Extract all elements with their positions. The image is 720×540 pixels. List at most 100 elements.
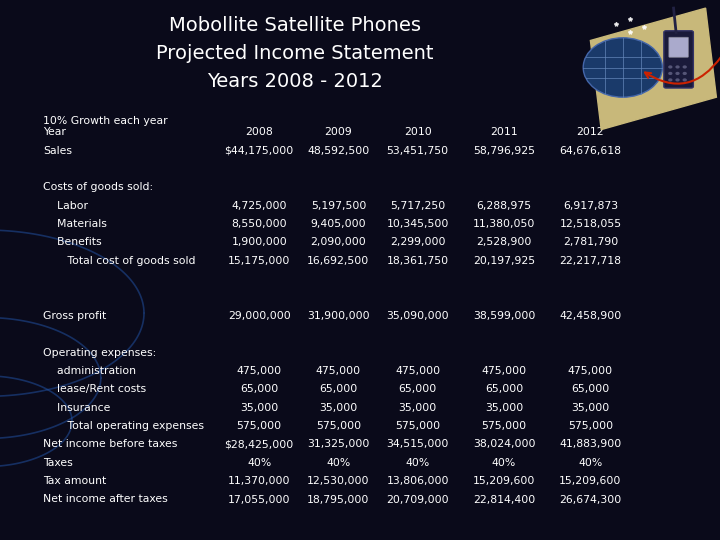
Text: 12,530,000: 12,530,000 [307,476,369,486]
Text: Operating expenses:: Operating expenses: [43,348,156,357]
Circle shape [583,38,662,97]
Text: 475,000: 475,000 [568,366,613,376]
Text: Benefits: Benefits [43,238,102,247]
Text: 15,175,000: 15,175,000 [228,256,290,266]
Text: 5,717,250: 5,717,250 [390,201,445,211]
Text: 13,806,000: 13,806,000 [387,476,449,486]
Text: lease/Rent costs: lease/Rent costs [43,384,146,394]
Text: 65,000: 65,000 [398,384,437,394]
Text: 11,380,050: 11,380,050 [473,219,535,229]
Text: 17,055,000: 17,055,000 [228,495,290,504]
Circle shape [668,72,672,75]
Text: 2011: 2011 [490,127,518,137]
Text: 48,592,500: 48,592,500 [307,146,369,156]
Circle shape [683,72,687,75]
Text: 2,299,000: 2,299,000 [390,238,446,247]
Text: 35,000: 35,000 [240,403,279,413]
FancyBboxPatch shape [664,31,693,88]
FancyBboxPatch shape [669,37,688,57]
Text: 26,674,300: 26,674,300 [559,495,621,504]
Text: 35,000: 35,000 [571,403,610,413]
Text: Insurance: Insurance [43,403,111,413]
Text: 35,000: 35,000 [485,403,523,413]
Text: 20,197,925: 20,197,925 [473,256,535,266]
Text: 575,000: 575,000 [482,421,526,431]
Text: Costs of goods sold:: Costs of goods sold: [43,183,153,192]
Text: 22,217,718: 22,217,718 [559,256,621,266]
Text: 475,000: 475,000 [395,366,440,376]
Text: 18,795,000: 18,795,000 [307,495,369,504]
Text: 2008: 2008 [246,127,273,137]
Text: 4,725,000: 4,725,000 [231,201,287,211]
Text: 42,458,900: 42,458,900 [559,311,621,321]
Text: 65,000: 65,000 [485,384,523,394]
Text: 6,288,975: 6,288,975 [477,201,531,211]
Text: 15,209,600: 15,209,600 [473,476,535,486]
Text: 11,370,000: 11,370,000 [228,476,290,486]
Text: administration: administration [43,366,136,376]
Text: 40%: 40% [578,458,603,468]
Text: 2009: 2009 [325,127,352,137]
Text: 475,000: 475,000 [316,366,361,376]
Text: 9,405,000: 9,405,000 [310,219,366,229]
Text: 2,090,000: 2,090,000 [310,238,366,247]
Text: 18,361,750: 18,361,750 [387,256,449,266]
Text: 2012: 2012 [577,127,604,137]
Text: Total operating expenses: Total operating expenses [43,421,204,431]
Text: 31,900,000: 31,900,000 [307,311,369,321]
Text: 38,024,000: 38,024,000 [473,440,535,449]
Polygon shape [590,8,716,130]
Text: 35,000: 35,000 [398,403,437,413]
Circle shape [683,65,687,69]
Text: 35,000: 35,000 [319,403,358,413]
Text: Labor: Labor [43,201,88,211]
Text: Net income before taxes: Net income before taxes [43,440,178,449]
Circle shape [668,65,672,69]
Text: 65,000: 65,000 [571,384,610,394]
Text: 40%: 40% [405,458,430,468]
Text: 34,515,000: 34,515,000 [387,440,449,449]
Text: 38,599,000: 38,599,000 [473,311,535,321]
Text: 65,000: 65,000 [319,384,358,394]
Text: 575,000: 575,000 [395,421,440,431]
Text: $28,425,000: $28,425,000 [225,440,294,449]
Text: 575,000: 575,000 [568,421,613,431]
Text: 575,000: 575,000 [237,421,282,431]
Text: Materials: Materials [43,219,107,229]
Circle shape [675,78,680,82]
Text: 2,528,900: 2,528,900 [477,238,531,247]
Text: Sales: Sales [43,146,72,156]
Text: 22,814,400: 22,814,400 [473,495,535,504]
Text: 5,197,500: 5,197,500 [311,201,366,211]
Circle shape [668,78,672,82]
Text: 475,000: 475,000 [482,366,526,376]
Circle shape [675,65,680,69]
Text: 64,676,618: 64,676,618 [559,146,621,156]
Text: 1,900,000: 1,900,000 [231,238,287,247]
Text: 41,883,900: 41,883,900 [559,440,621,449]
Text: 16,692,500: 16,692,500 [307,256,369,266]
Text: Year: Year [43,127,66,137]
Text: 10,345,500: 10,345,500 [387,219,449,229]
Text: 65,000: 65,000 [240,384,279,394]
Text: 15,209,600: 15,209,600 [559,476,621,486]
Text: Mobollite Satellite Phones
Projected Income Statement
Years 2008 - 2012: Mobollite Satellite Phones Projected Inc… [156,16,434,91]
Text: 53,451,750: 53,451,750 [387,146,449,156]
Circle shape [675,72,680,75]
Text: 40%: 40% [492,458,516,468]
Text: 20,709,000: 20,709,000 [387,495,449,504]
Text: 2010: 2010 [404,127,431,137]
Text: 2,781,790: 2,781,790 [563,238,618,247]
Text: Tax amount: Tax amount [43,476,107,486]
Text: 575,000: 575,000 [316,421,361,431]
Text: $44,175,000: $44,175,000 [225,146,294,156]
Text: Net income after taxes: Net income after taxes [43,495,168,504]
Text: 8,550,000: 8,550,000 [231,219,287,229]
Text: 29,000,000: 29,000,000 [228,311,291,321]
Circle shape [683,78,687,82]
Text: 40%: 40% [326,458,351,468]
Text: Gross profit: Gross profit [43,311,107,321]
Text: 6,917,873: 6,917,873 [563,201,618,211]
Text: 475,000: 475,000 [237,366,282,376]
Text: 10% Growth each year: 10% Growth each year [43,116,168,126]
